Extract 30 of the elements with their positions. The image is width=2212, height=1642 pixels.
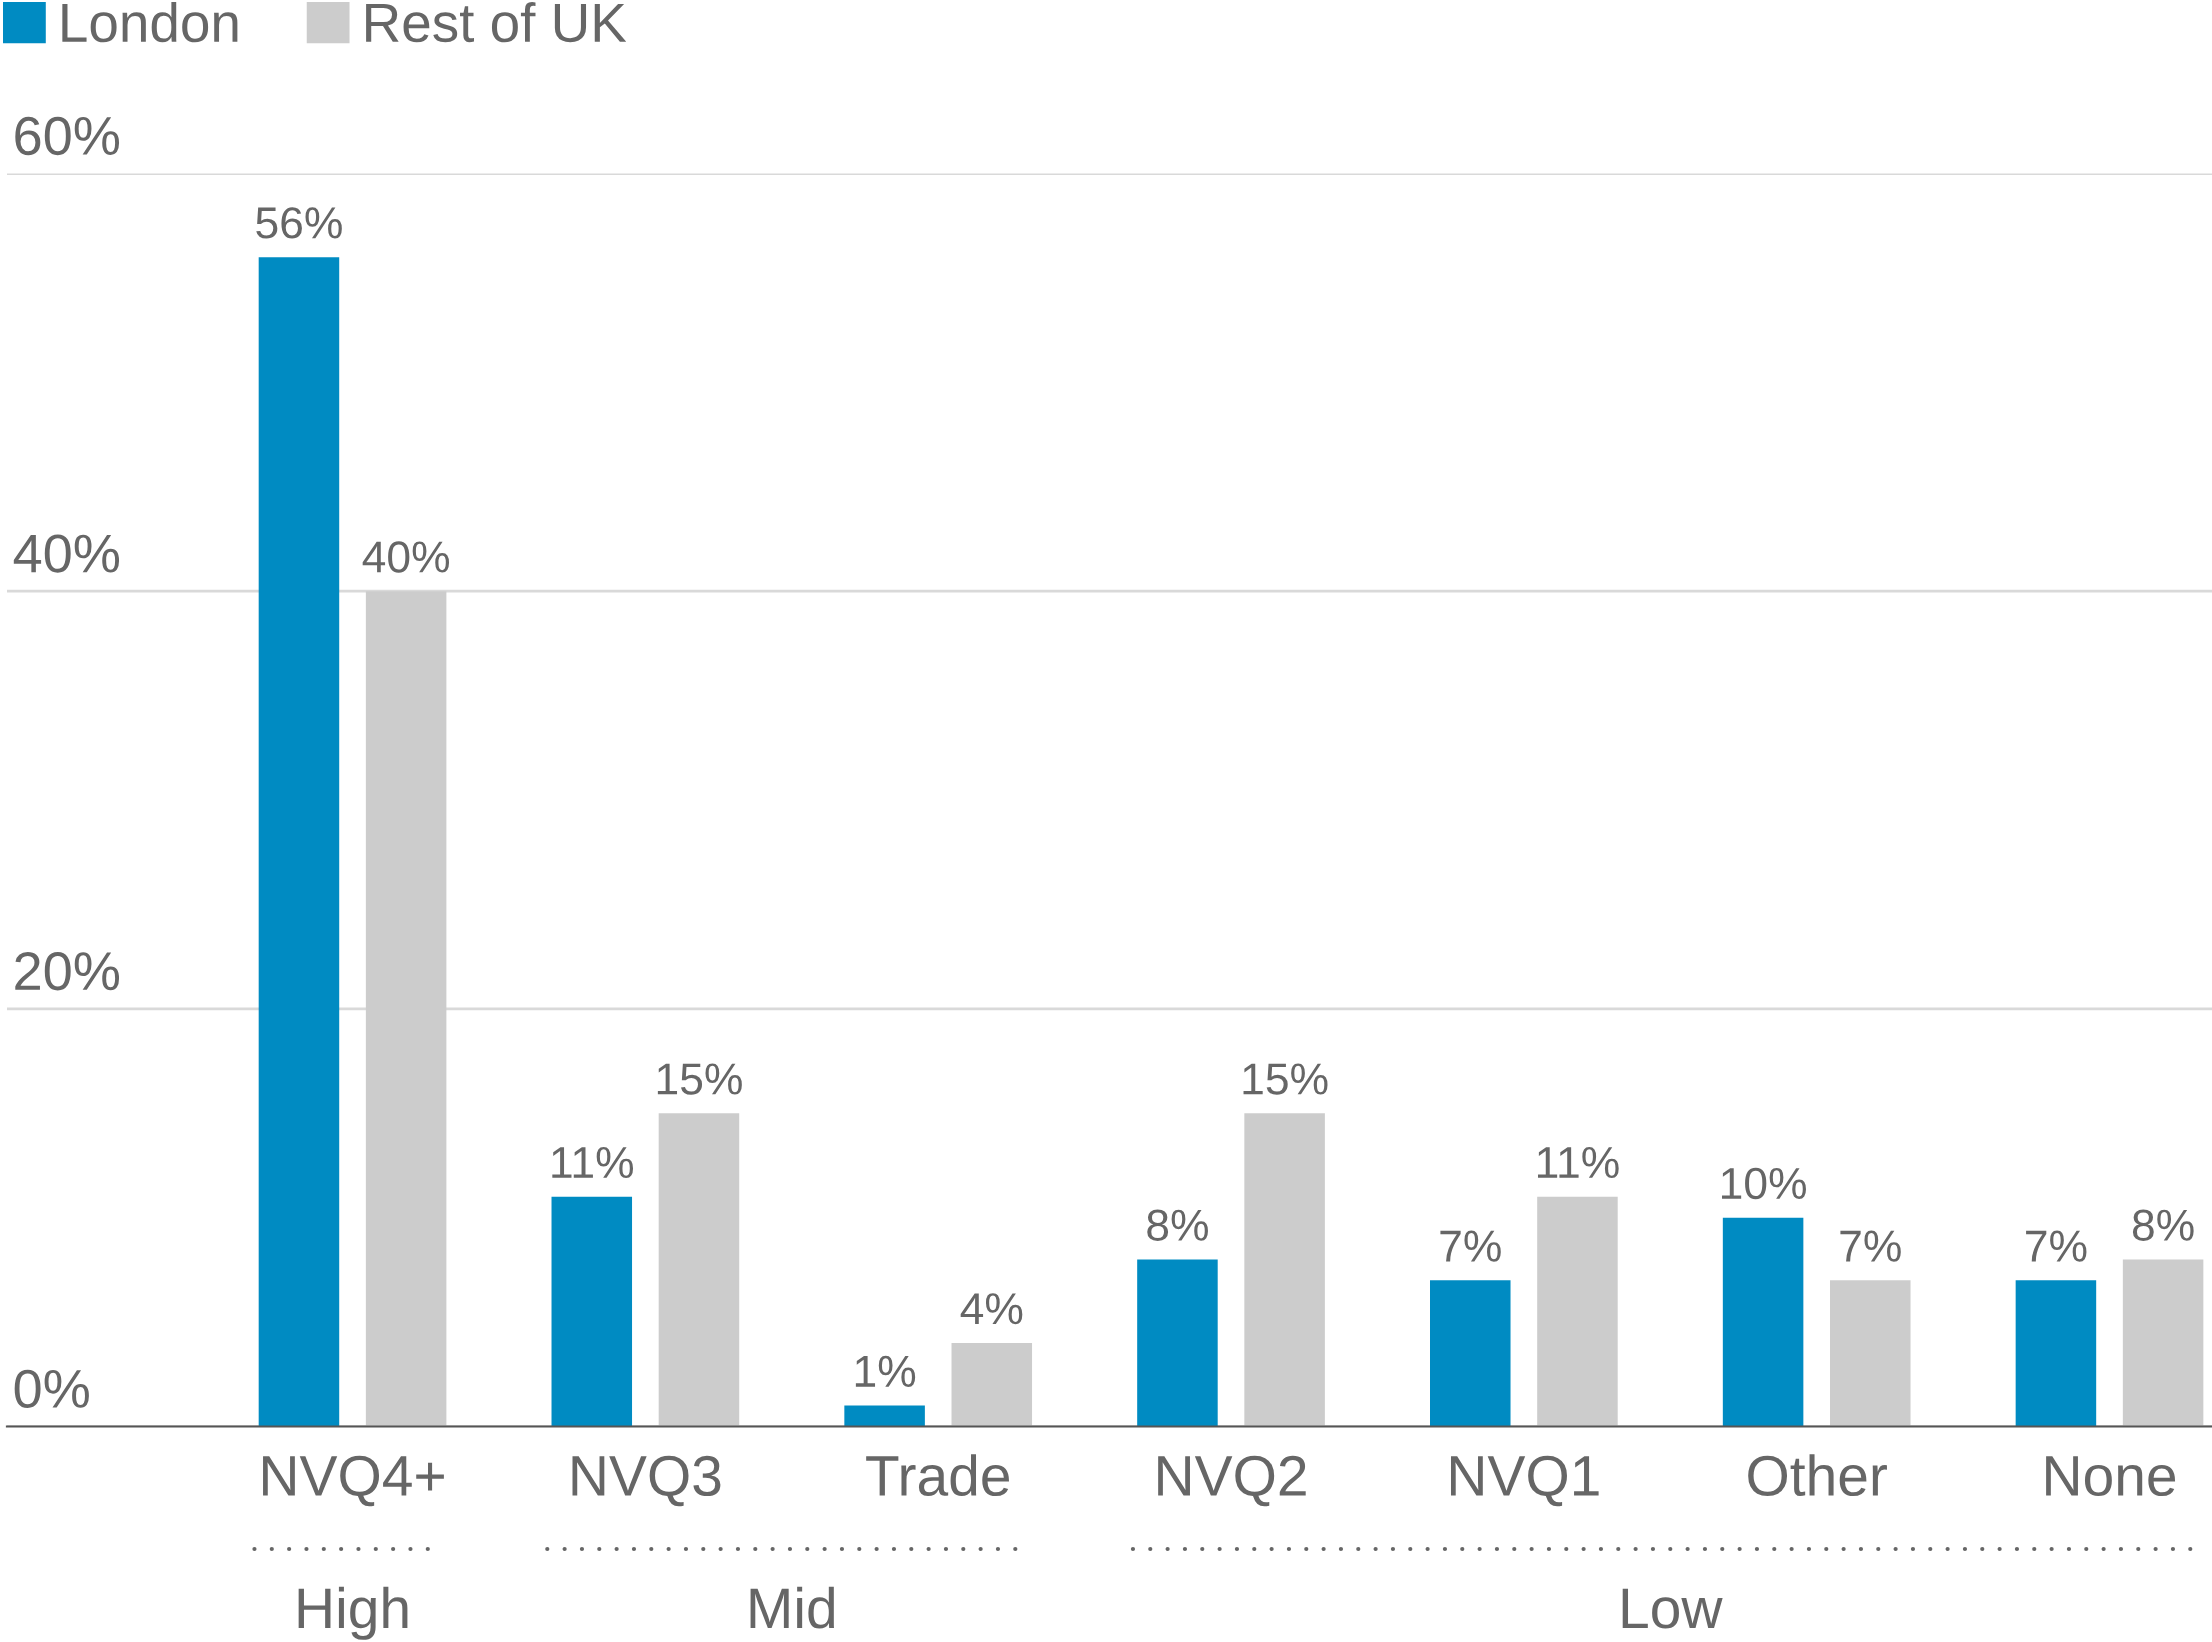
x-tick-label: None <box>2046 1456 2176 1497</box>
x-tick-label: Trade <box>866 1454 1009 1497</box>
data-label: 7% <box>2026 1230 2087 1262</box>
legend-label: London <box>62 2 238 43</box>
data-label: 10% <box>1722 1167 1806 1200</box>
text: High <box>298 1586 408 1640</box>
data-label: 8% <box>2132 1209 2194 1241</box>
data-label: 40% <box>362 541 450 573</box>
y-tick-label: 40% <box>13 534 120 573</box>
x-tick-label: NVQ1 <box>1450 1455 1599 1507</box>
data-label: 7% <box>1440 1230 1501 1262</box>
data-label: 7% <box>1840 1230 1901 1262</box>
data-label: 11% <box>1537 1147 1619 1179</box>
data-label: 1% <box>855 1355 916 1387</box>
x-tick-label: NVQ2 <box>1158 1455 1306 1507</box>
data-label: 15% <box>657 1063 742 1095</box>
text: Low <box>1622 1588 1723 1629</box>
x-tick-label: NVQ4+ <box>263 1455 444 1507</box>
data-label: 15% <box>1243 1063 1328 1095</box>
x-tick-label: Other <box>1748 1454 1887 1497</box>
x-tick-label: NVQ3 <box>572 1455 721 1507</box>
data-label: 11% <box>552 1147 634 1179</box>
data-label: 8% <box>1147 1209 1208 1241</box>
legend-label: Rest of UK <box>366 2 627 43</box>
y-tick-label: 60% <box>15 116 120 156</box>
data-label: 56% <box>256 207 342 239</box>
data-label: 4% <box>960 1293 1023 1325</box>
text: Mid <box>750 1586 834 1629</box>
y-tick-label: 20% <box>15 952 120 991</box>
y-tick-label: 0% <box>14 1369 89 1409</box>
